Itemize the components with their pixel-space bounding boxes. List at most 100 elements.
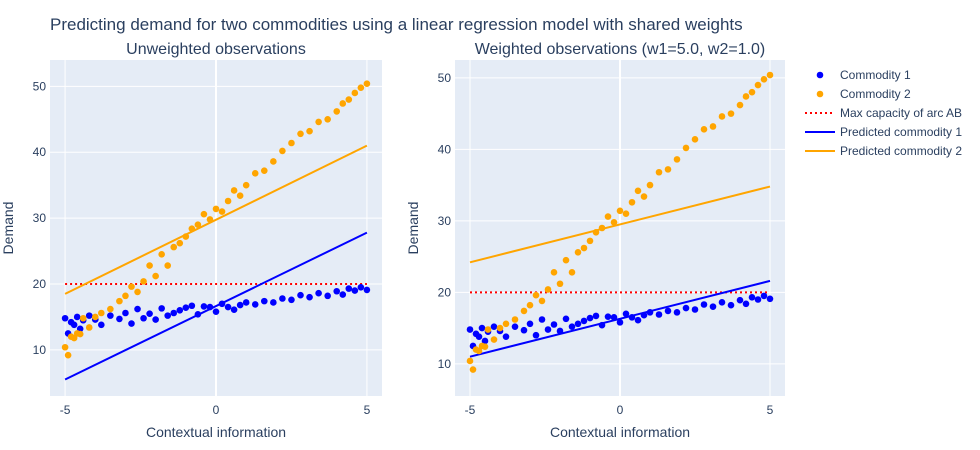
data-point [85,324,93,331]
y-tick-label: 20 [33,277,47,291]
data-point [604,213,612,220]
data-point [158,305,165,312]
data-point [592,228,600,236]
data-point [345,96,353,103]
y-axis-label: Demand [0,202,16,255]
data-point [586,314,594,322]
data-point [164,262,172,269]
data-point [73,313,81,321]
data-point [200,303,208,310]
x-tick-label: 0 [617,403,624,417]
data-point [673,309,681,316]
subplot-title: Weighted observations (w1=5.0, w2=1.0) [475,41,766,58]
data-point [128,320,135,327]
legend-label: Commodity 2 [840,87,911,101]
data-point [727,110,735,117]
data-point [61,314,69,322]
data-point [242,299,250,306]
data-point [520,307,528,315]
data-point [176,307,184,314]
data-point [640,193,648,200]
data-point [538,297,546,305]
legend-label: Predicted commodity 2 [840,144,962,158]
data-point [351,287,359,294]
data-point [212,205,220,213]
data-point [634,187,642,195]
data-point [270,299,277,306]
data-point [260,167,268,174]
data-point [218,300,226,308]
data-point [736,296,744,304]
data-point [152,272,159,280]
prediction-line [469,185,771,264]
data-point [616,207,624,215]
data-point [122,309,129,317]
data-point [279,147,286,155]
data-point [146,310,153,317]
data-point [562,256,570,264]
data-point [297,291,304,299]
subplot-1: 10 20 30 40 50 -5 0 5 Unweighted observations Con… [0,41,382,440]
data-point [288,296,295,304]
data-point [673,156,681,163]
data-point [170,309,178,317]
legend-item: Predicted commodity 2 [805,144,962,158]
data-point [91,313,99,321]
prediction-line [469,279,771,358]
data-point [622,210,630,218]
legend-marker [816,90,824,98]
series-commodity-2 [466,71,774,373]
series-commodity-1 [466,292,774,350]
data-point [466,326,474,333]
data-point [502,333,510,340]
data-point [200,210,208,218]
data-point [754,81,762,89]
data-point [727,301,735,309]
data-point [116,315,123,323]
x-tick-label: 5 [364,403,371,417]
data-point [242,181,250,189]
data-point [122,292,129,300]
legend: Commodity 1 Commodity 2 Max capacity of ar… [805,68,962,158]
data-point [315,118,322,126]
legend-label: Commodity 1 [840,68,911,82]
subplot-2: 10 20 30 40 50 -5 0 5 Weighted observations (w1=… [405,41,785,440]
data-point [324,115,331,123]
legend-label: Max capacity of arc AB [840,106,962,120]
data-point [568,269,576,276]
data-point [748,88,756,96]
legend-label: Predicted commodity 1 [840,125,962,139]
data-point [478,324,486,332]
y-tick-label: 20 [438,285,452,299]
data-point [306,293,313,301]
data-point [236,301,244,309]
data-point [288,139,295,147]
data-point [691,136,699,143]
data-point [158,251,165,258]
data-point [357,283,365,291]
y-tick-label: 50 [33,79,47,93]
data-point [146,262,153,269]
data-point [610,218,618,226]
data-point [333,287,341,295]
data-point [182,304,190,312]
data-point [351,89,359,97]
data-point [251,301,259,308]
data-point [490,336,498,343]
data-point [194,221,202,229]
data-point [592,312,600,320]
data-point [526,320,534,328]
y-tick-label: 30 [438,214,452,228]
data-point [363,80,371,88]
data-point [182,233,190,240]
data-point [742,300,750,308]
series-commodity-2 [61,80,371,359]
data-point [98,309,105,317]
data-point [616,319,624,326]
data-point [107,312,114,319]
data-point [550,269,558,276]
data-point [556,327,564,335]
data-point [484,326,492,333]
